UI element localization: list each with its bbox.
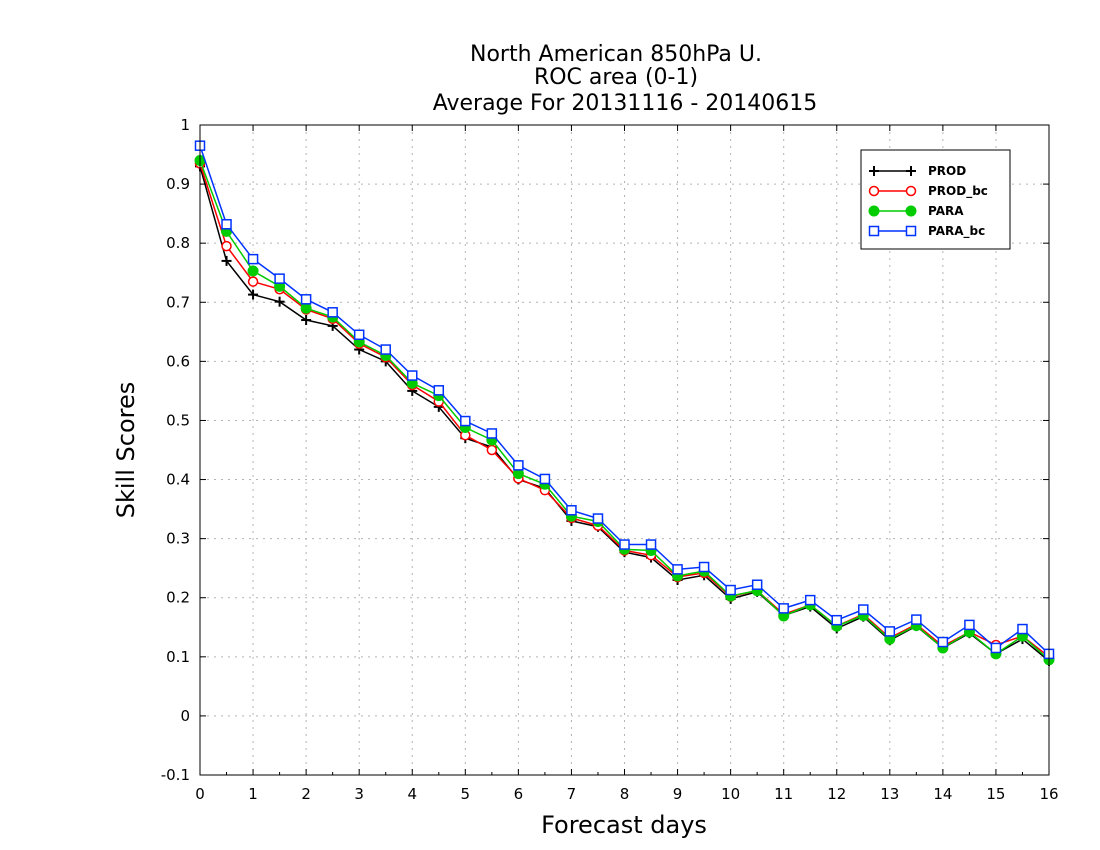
- data-point-prod: [221, 255, 232, 266]
- title-line-2: ROC area (0-1): [534, 65, 698, 90]
- title-line-3: Average For 20131116 - 20140615: [433, 91, 818, 116]
- x-tick-label: 14: [933, 785, 952, 803]
- data-point-para-bc: [327, 307, 338, 318]
- legend-marker-prod: [906, 166, 916, 176]
- x-tick-label: 7: [567, 785, 577, 803]
- y-tick-label: 0.8: [166, 234, 190, 252]
- data-point-para-bc: [751, 579, 763, 590]
- data-point-para-bc: [937, 636, 949, 648]
- data-point-para: [247, 265, 259, 277]
- data-point-para-bc: [884, 626, 896, 637]
- y-tick-label: 0.4: [166, 471, 190, 489]
- y-tick-label: 0: [180, 707, 190, 725]
- legend-marker-para: [868, 205, 880, 217]
- y-tick-label: 0.6: [166, 352, 190, 370]
- series-para-bc: [194, 140, 1055, 660]
- data-point-para-bc: [513, 460, 524, 471]
- x-tick-label: 16: [1039, 785, 1058, 803]
- data-point-para-bc: [645, 539, 657, 550]
- legend-item-para: PARA: [868, 204, 964, 218]
- data-point-para-bc: [407, 370, 418, 381]
- grid-lines: [200, 125, 1049, 775]
- x-tick-label: 15: [986, 785, 1005, 803]
- data-point-para-bc: [619, 539, 630, 550]
- legend-item-para-bc: PARA_bc: [868, 224, 985, 239]
- x-tick-label: 11: [774, 785, 793, 803]
- data-point-para-bc: [831, 614, 842, 626]
- x-tick-label: 9: [673, 785, 683, 803]
- data-point-para-bc: [858, 604, 869, 615]
- data-point-prod-bc: [486, 444, 498, 456]
- y-tick-label: 0.1: [166, 648, 190, 666]
- legend-marker-para: [905, 205, 917, 217]
- data-point-prod: [274, 296, 285, 307]
- data-point-prod-bc: [221, 240, 232, 252]
- legend-item-prod-bc: PROD_bc: [868, 184, 988, 199]
- data-point-para-bc: [380, 344, 391, 355]
- legend-label-prod: PROD: [928, 164, 966, 178]
- y-tick-label: 1: [180, 116, 190, 134]
- x-tick-label: 8: [620, 785, 630, 803]
- data-point-para-bc: [911, 614, 922, 625]
- data-point-para: [300, 302, 312, 314]
- y-tick-label: 0.7: [166, 293, 190, 311]
- data-point-para-bc: [486, 428, 498, 439]
- x-tick-label: 3: [354, 785, 364, 803]
- x-axis-ticks: 0 1 2 3 4 5 6 7 8 9 10 11 12 13 14 15 16: [195, 125, 1059, 803]
- x-tick-label: 12: [827, 785, 846, 803]
- x-tick-label: 0: [195, 785, 205, 803]
- x-tick-label: 2: [301, 785, 311, 803]
- data-point-para-bc: [804, 594, 816, 606]
- data-point-para-bc: [778, 603, 789, 614]
- x-tick-label: 5: [461, 785, 471, 803]
- data-point-para-bc: [274, 273, 285, 284]
- data-point-prod-bc: [247, 276, 259, 287]
- data-point-para-bc: [566, 505, 577, 516]
- data-point-para-bc: [672, 564, 683, 575]
- chart-title: North American 850hPa U. ROC area (0-1) …: [433, 42, 818, 116]
- data-point-para-bc: [698, 561, 710, 573]
- data-point-para-bc: [1017, 623, 1028, 635]
- y-tick-label: 0.9: [166, 175, 190, 193]
- legend-label-para: PARA: [928, 204, 964, 218]
- legend-marker-prod: [869, 166, 879, 176]
- data-point-para-bc: [300, 294, 312, 305]
- legend-box: [860, 149, 1011, 250]
- data-point-para-bc: [990, 642, 1002, 654]
- legend: PROD PROD_bc PARA PARA_bc: [860, 149, 1011, 250]
- data-point-para-bc: [221, 219, 232, 230]
- y-tick-label: 0.3: [166, 530, 190, 548]
- x-tick-label: 13: [880, 785, 899, 803]
- title-line-1: North American 850hPa U.: [470, 42, 762, 67]
- data-point-para-bc: [433, 385, 445, 396]
- plot-area-frame: [199, 124, 1050, 776]
- data-point-prod: [301, 315, 312, 325]
- legend-marker-para-bc: [868, 225, 880, 237]
- data-point-para-bc: [353, 329, 365, 341]
- x-tick-label: 1: [248, 785, 258, 803]
- data-point-para-bc: [592, 513, 604, 524]
- x-tick-label: 4: [407, 785, 417, 803]
- x-tick-label: 10: [721, 785, 740, 803]
- data-point-para-bc: [460, 415, 471, 427]
- data-point-para-bc: [539, 473, 551, 485]
- y-axis-ticks: -0.1 0 0.1 0.2 0.3 0.4 0.5 0.6 0.7 0.8 0.9 1: [161, 116, 1049, 784]
- legend-label-prod-bc: PROD_bc: [928, 184, 988, 199]
- data-point-para-bc: [725, 584, 736, 596]
- legend-marker-prod-bc: [905, 185, 917, 197]
- y-tick-label: 0.5: [166, 411, 190, 429]
- x-axis-label: Forecast days: [541, 811, 707, 839]
- data-point-prod: [248, 289, 259, 300]
- legend-marker-para-bc: [905, 225, 917, 237]
- legend-label-para-bc: PARA_bc: [928, 224, 985, 239]
- y-axis-label: Skill Scores: [112, 382, 140, 519]
- y-tick-label: -0.1: [161, 766, 190, 784]
- y-tick-label: 0.2: [166, 589, 190, 607]
- legend-marker-prod-bc: [868, 185, 880, 197]
- data-point-para-bc: [247, 253, 259, 265]
- legend-item-prod: PROD: [869, 164, 966, 178]
- data-point-para-bc: [964, 619, 975, 631]
- x-tick-label: 6: [514, 785, 524, 803]
